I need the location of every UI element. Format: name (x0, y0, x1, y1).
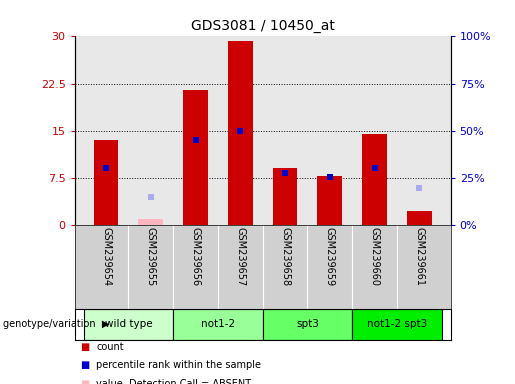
Text: GSM239656: GSM239656 (191, 227, 200, 286)
Text: ■: ■ (80, 342, 89, 352)
Text: GSM239657: GSM239657 (235, 227, 245, 286)
Bar (407, 211, 432, 225)
Text: GSM239660: GSM239660 (370, 227, 380, 286)
Text: value, Detection Call = ABSENT: value, Detection Call = ABSENT (96, 379, 251, 384)
Text: GSM239661: GSM239661 (414, 227, 424, 286)
Text: ■: ■ (80, 360, 89, 370)
Text: count: count (96, 342, 124, 352)
Text: spt3: spt3 (296, 319, 319, 329)
Bar (228, 41, 252, 225)
Text: GSM239654: GSM239654 (101, 227, 111, 286)
Text: GSM239658: GSM239658 (280, 227, 290, 286)
Bar (362, 134, 387, 225)
Bar (352, 309, 442, 340)
Bar (139, 219, 163, 225)
Text: genotype/variation  ▶: genotype/variation ▶ (3, 319, 109, 329)
Text: GSM239659: GSM239659 (325, 227, 335, 286)
Bar (83, 309, 173, 340)
Bar (273, 168, 297, 225)
Text: GSM239655: GSM239655 (146, 227, 156, 286)
Text: not1-2: not1-2 (201, 319, 235, 329)
Bar (94, 140, 118, 225)
Bar (183, 90, 208, 225)
Bar (173, 309, 263, 340)
Text: not1-2 spt3: not1-2 spt3 (367, 319, 427, 329)
Title: GDS3081 / 10450_at: GDS3081 / 10450_at (191, 19, 335, 33)
Text: percentile rank within the sample: percentile rank within the sample (96, 360, 261, 370)
Bar (317, 176, 342, 225)
Bar (263, 309, 352, 340)
Text: ■: ■ (80, 379, 89, 384)
Text: wild type: wild type (105, 319, 152, 329)
